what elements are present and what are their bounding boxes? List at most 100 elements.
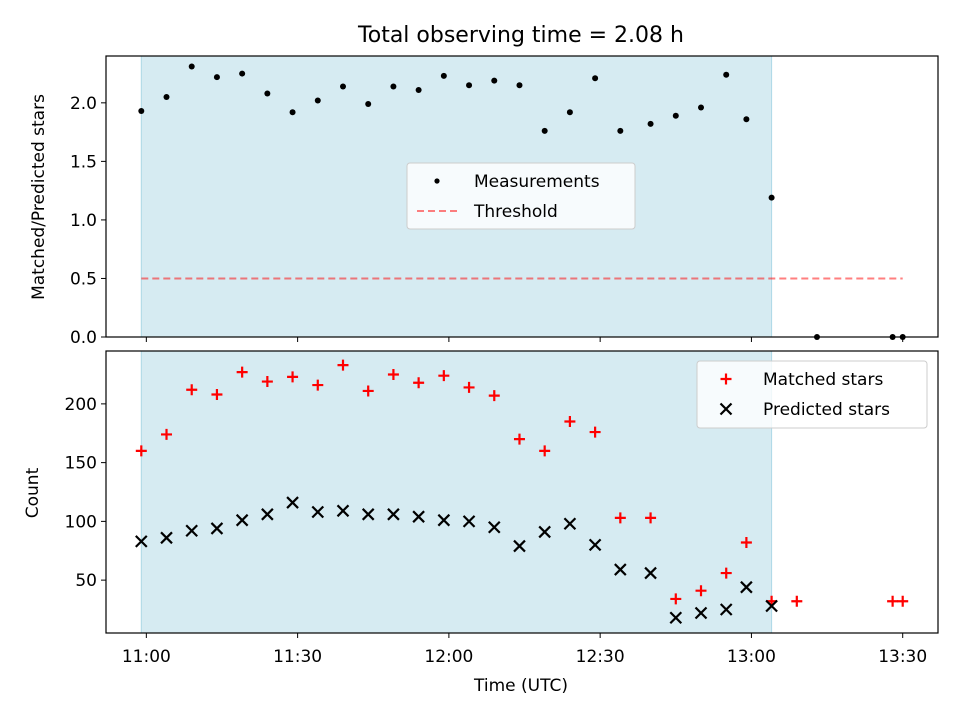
measurement-point	[592, 75, 599, 82]
predicted-stars-point	[311, 505, 325, 519]
top-axes-frame	[105, 55, 939, 338]
matched-stars-point	[897, 595, 909, 607]
matched-stars-point	[186, 384, 198, 396]
predicted-stars-point	[588, 538, 602, 552]
measurement-point	[466, 82, 473, 89]
predicted-stars-point	[235, 513, 249, 527]
matched-stars-point	[413, 377, 425, 389]
predicted-stars-point	[412, 510, 425, 523]
top-legend: Measurements Threshold	[406, 162, 636, 230]
predicted-stars-point	[462, 515, 476, 528]
measurement-point	[314, 97, 321, 104]
top-y-tick-label: 0.5	[70, 269, 97, 289]
predicted-stars-point	[719, 603, 733, 616]
measurement-point	[138, 108, 145, 115]
predicted-stars-point	[487, 520, 501, 534]
measurement-point	[566, 109, 573, 116]
bottom-y-tick-label: 50	[75, 571, 97, 591]
top-y-tick-label: 0.0	[70, 328, 97, 348]
predicted-stars-point	[286, 496, 299, 509]
x-tick-label: 13:00	[727, 647, 776, 667]
matched-stars-point	[337, 359, 349, 371]
predicted-stars-point	[644, 566, 657, 580]
legend-predicted-marker	[719, 402, 733, 416]
bottom-legend: Matched stars Predicted stars	[696, 360, 928, 429]
measurement-point	[163, 93, 170, 100]
measurement-point	[390, 83, 397, 90]
legend-measurements-marker	[434, 178, 440, 184]
matched-stars-point	[463, 381, 475, 393]
matched-stars-point	[539, 445, 551, 457]
bottom-legend-box	[696, 360, 928, 429]
legend-matched-marker	[720, 373, 732, 385]
measurement-point	[289, 109, 296, 116]
measurement-point	[768, 194, 775, 201]
x-tick-label: 12:30	[576, 647, 625, 667]
measurement-point	[516, 82, 523, 89]
matched-stars-point	[312, 379, 324, 391]
matched-stars-point	[135, 445, 147, 457]
x-tick-label: 13:30	[878, 647, 927, 667]
measurement-point	[491, 77, 498, 84]
top-y-axis-label: Matched/Predicted stars	[29, 94, 49, 300]
predicted-stars-point	[160, 531, 173, 545]
predicted-stars-point	[336, 504, 350, 518]
matched-stars-point	[513, 433, 525, 445]
matched-stars-point	[695, 585, 707, 597]
measurement-point	[239, 70, 246, 77]
measurement-point	[339, 83, 346, 90]
top-y-tick-label: 1.5	[70, 152, 97, 172]
measurement-point	[541, 127, 548, 134]
measurement-point	[743, 116, 750, 123]
matched-stars-point	[564, 416, 576, 427]
x-axis-label: Time (UTC)	[473, 676, 568, 696]
matched-stars-point	[211, 388, 223, 400]
measurement-point	[723, 71, 730, 78]
measurement-point	[264, 90, 271, 97]
matched-stars-point	[387, 369, 399, 380]
matched-stars-point	[161, 428, 173, 440]
top-legend-box	[406, 162, 636, 230]
legend-matched-label: Matched stars	[763, 370, 883, 390]
matched-stars-point	[438, 370, 450, 382]
legend-threshold-label: Threshold	[473, 202, 558, 222]
bottom-shaded-span	[140, 350, 773, 634]
bottom-panel: 50 100 150 200 11:00 11:30 12:00 12:30 13:00 13:3…	[65, 350, 939, 667]
matched-stars-point	[589, 426, 601, 438]
measurement-point	[698, 104, 705, 111]
bottom-y-tick-label: 200	[65, 395, 97, 415]
measurement-point	[617, 127, 624, 134]
predicted-stars-point	[765, 599, 778, 613]
predicted-stars-point	[387, 508, 400, 521]
measurement-point	[415, 86, 422, 93]
matched-stars-point	[614, 512, 626, 524]
legend-measurements-label: Measurements	[474, 172, 600, 192]
top-y-tick-label: 1.0	[70, 211, 97, 231]
matched-stars-point	[791, 595, 803, 607]
bottom-y-tick-label: 100	[65, 512, 97, 532]
predicted-stars-point	[185, 524, 198, 538]
predicted-stars-point	[361, 508, 375, 521]
measurement-point	[188, 63, 195, 70]
bottom-y-axis-label: Count	[23, 467, 43, 518]
predicted-stars-point	[563, 517, 577, 531]
measurement-point	[213, 74, 220, 81]
predicted-stars-point	[740, 580, 753, 594]
predicted-stars-point	[669, 611, 683, 625]
matched-stars-point	[645, 512, 657, 524]
measurement-point	[647, 120, 654, 127]
matched-stars-point	[670, 593, 682, 605]
matched-stars-point	[740, 537, 752, 549]
matched-stars-point	[287, 371, 299, 383]
predicted-stars-point	[694, 606, 708, 620]
matched-stars-point	[720, 567, 732, 579]
matched-stars-point	[261, 376, 273, 388]
bottom-axes-frame	[105, 350, 939, 634]
predicted-stars-point	[538, 525, 551, 539]
x-tick-label: 11:30	[273, 647, 322, 667]
measurement-point	[440, 72, 447, 79]
matched-stars-point	[362, 385, 374, 397]
top-y-tick-label: 2.0	[70, 94, 97, 114]
predicted-stars-point	[261, 508, 274, 521]
